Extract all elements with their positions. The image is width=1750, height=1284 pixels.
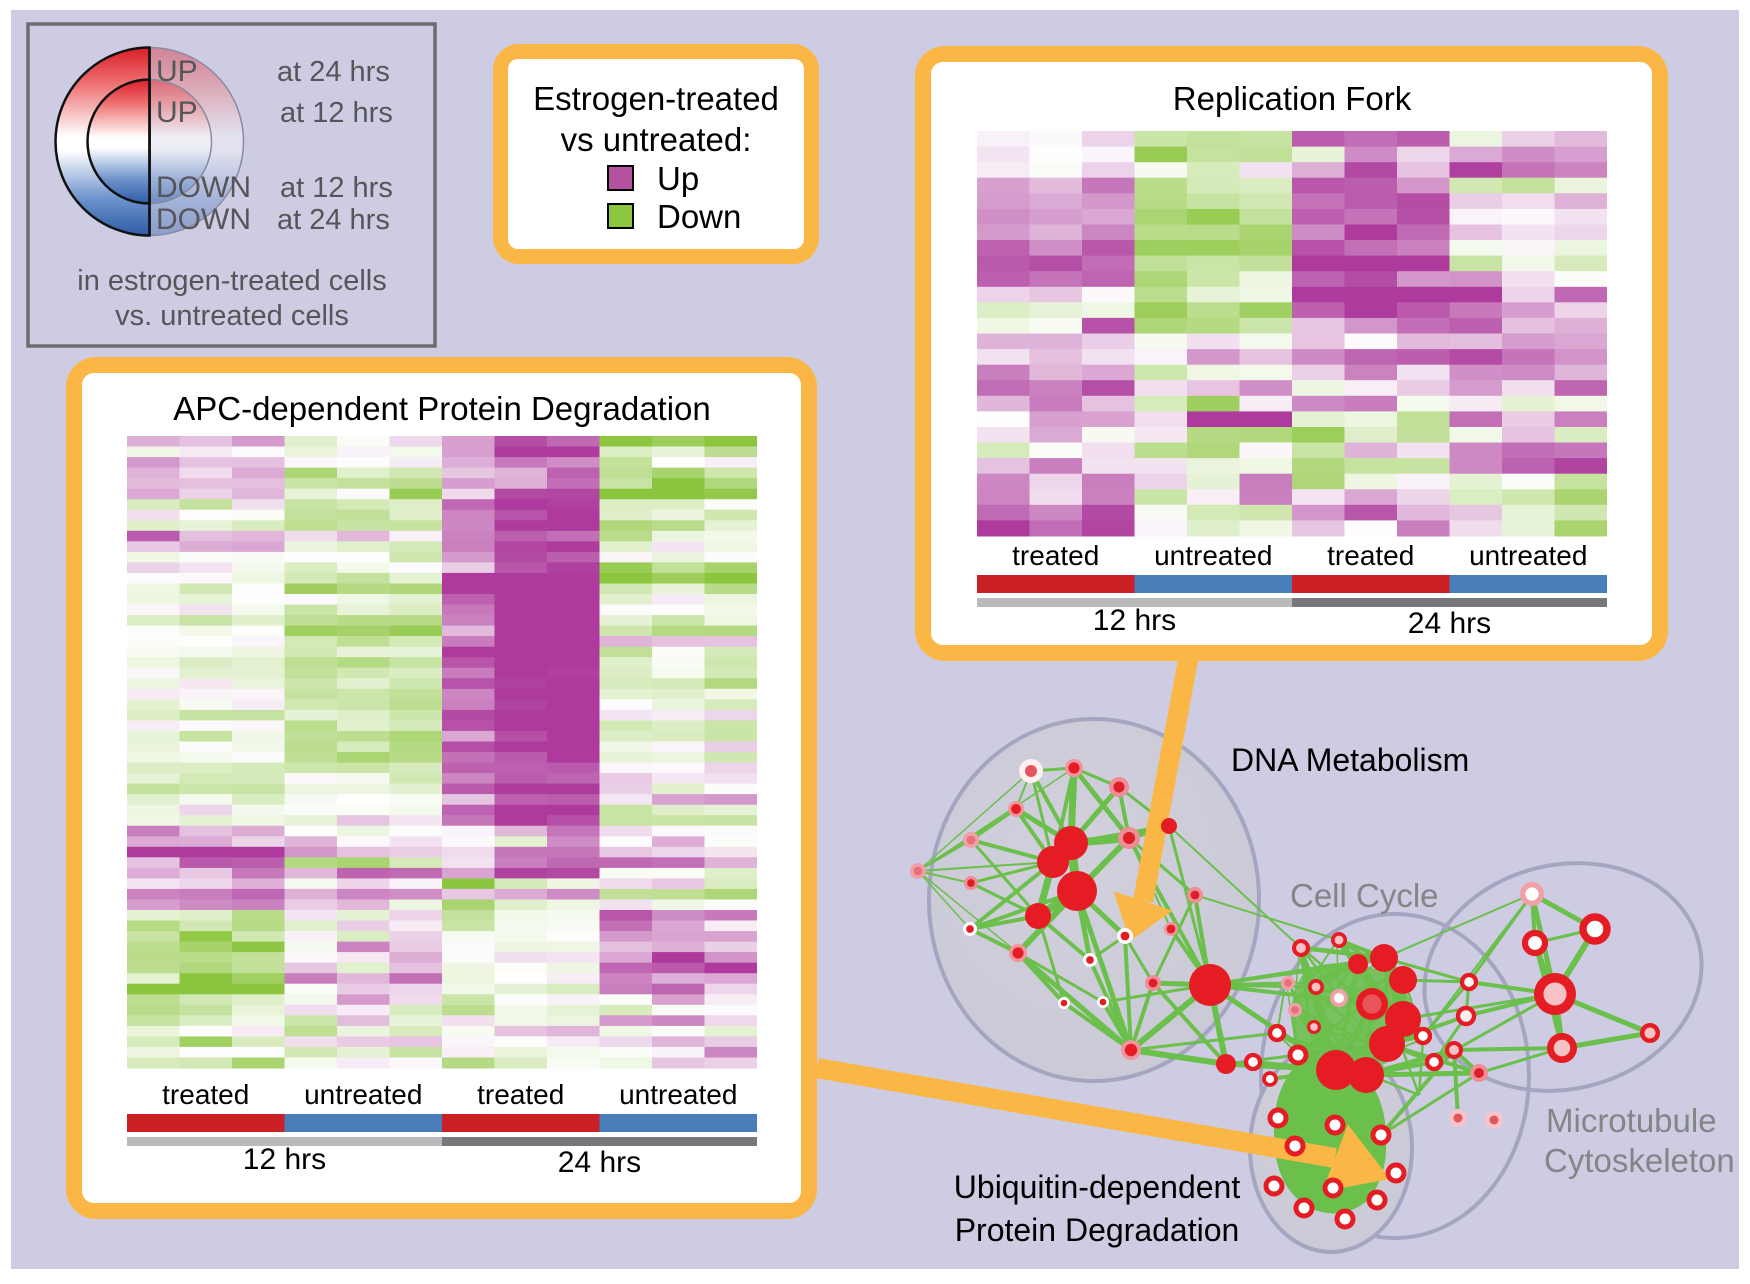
svg-text:vs untreated:: vs untreated: bbox=[561, 121, 752, 158]
svg-text:24 hrs: 24 hrs bbox=[558, 1146, 641, 1179]
svg-text:Microtubule: Microtubule bbox=[1546, 1102, 1717, 1139]
svg-text:treated: treated bbox=[1327, 540, 1414, 571]
svg-text:at 12 hrs: at 12 hrs bbox=[280, 172, 393, 204]
svg-text:at 24 hrs: at 24 hrs bbox=[277, 204, 390, 236]
svg-text:DNA Metabolism: DNA Metabolism bbox=[1231, 742, 1469, 778]
svg-text:DOWN: DOWN bbox=[156, 171, 251, 204]
svg-text:untreated: untreated bbox=[304, 1079, 422, 1110]
svg-text:Up: Up bbox=[657, 160, 699, 197]
svg-text:at 12 hrs: at 12 hrs bbox=[280, 97, 393, 129]
svg-text:in estrogen-treated cells: in estrogen-treated cells bbox=[77, 265, 387, 297]
svg-text:untreated: untreated bbox=[1154, 540, 1272, 571]
svg-text:12 hrs: 12 hrs bbox=[1093, 604, 1176, 637]
svg-text:Cell Cycle: Cell Cycle bbox=[1290, 877, 1439, 914]
svg-text:DOWN: DOWN bbox=[156, 203, 251, 236]
svg-text:Cytoskeleton: Cytoskeleton bbox=[1544, 1142, 1735, 1179]
svg-text:treated: treated bbox=[1012, 540, 1099, 571]
svg-text:treated: treated bbox=[162, 1079, 249, 1110]
svg-text:untreated: untreated bbox=[1469, 540, 1587, 571]
svg-text:UP: UP bbox=[156, 96, 198, 129]
svg-text:untreated: untreated bbox=[619, 1079, 737, 1110]
svg-text:24 hrs: 24 hrs bbox=[1408, 607, 1491, 640]
svg-text:UP: UP bbox=[156, 55, 198, 88]
svg-text:12 hrs: 12 hrs bbox=[243, 1143, 326, 1176]
svg-text:Ubiquitin-dependent: Ubiquitin-dependent bbox=[954, 1169, 1241, 1205]
svg-text:treated: treated bbox=[477, 1079, 564, 1110]
svg-text:vs. untreated cells: vs. untreated cells bbox=[115, 300, 349, 332]
svg-text:at 24 hrs: at 24 hrs bbox=[277, 56, 390, 88]
svg-text:Estrogen-treated: Estrogen-treated bbox=[533, 80, 779, 117]
svg-text:Down: Down bbox=[657, 198, 741, 235]
svg-text:Replication Fork: Replication Fork bbox=[1173, 80, 1412, 117]
svg-text:Protein Degradation: Protein Degradation bbox=[955, 1212, 1240, 1248]
svg-text:APC-dependent Protein Degradat: APC-dependent Protein Degradation bbox=[173, 390, 711, 427]
